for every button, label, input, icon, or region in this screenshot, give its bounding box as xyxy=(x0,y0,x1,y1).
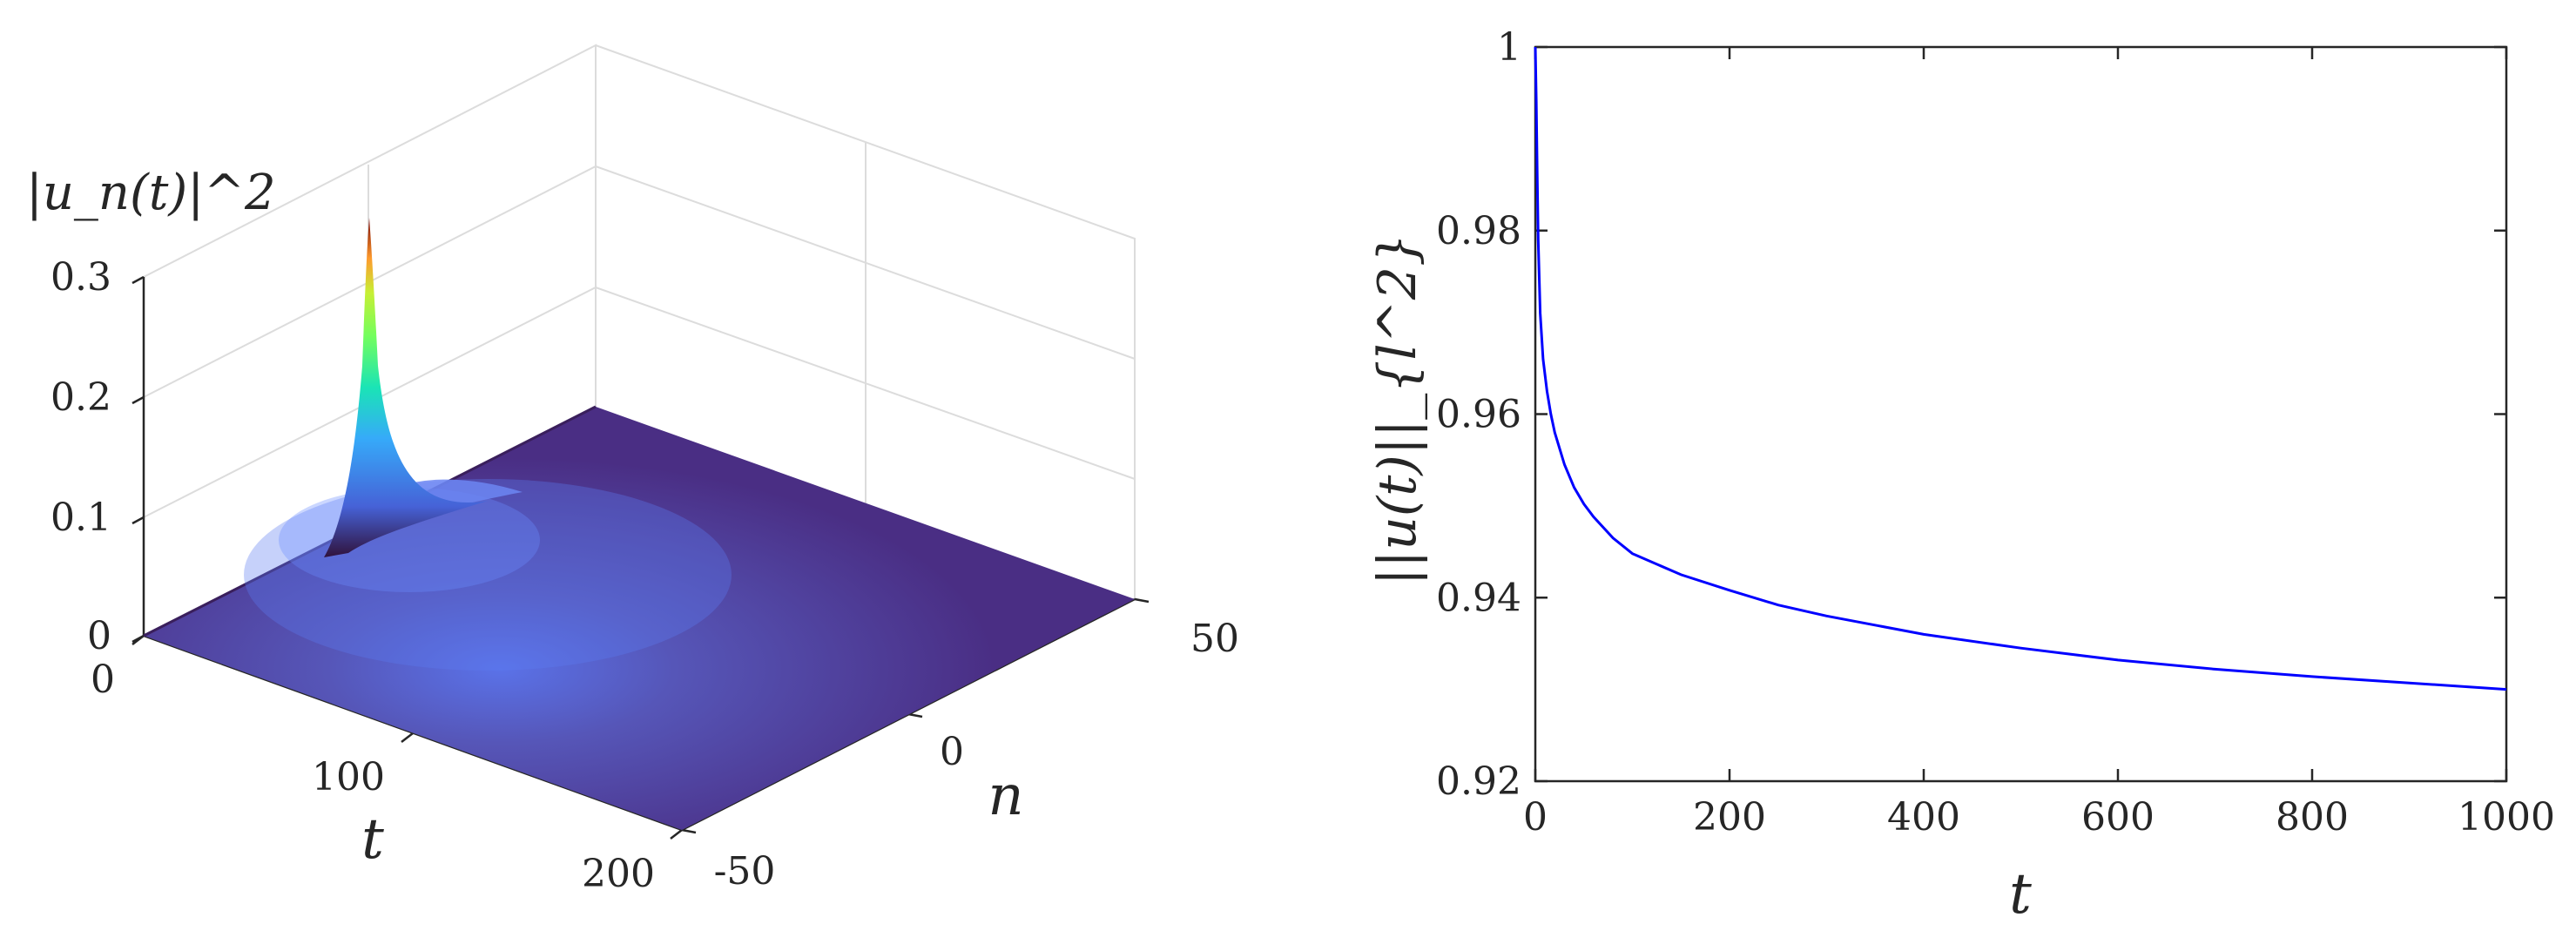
x-axis-label: t xyxy=(2009,862,2032,927)
x-tick-label: 200 xyxy=(1693,795,1766,840)
z-tick-label: 0.1 xyxy=(51,496,111,540)
x-ticks: 0 200 400 600 800 1000 xyxy=(1523,47,2555,840)
z-ticks xyxy=(131,275,145,644)
y-axis-label: ||u(t)||_{l^2} xyxy=(1367,233,1428,585)
surface-peak xyxy=(324,218,488,557)
x-tick-label: 600 xyxy=(2081,795,2155,840)
t-tick-label: 100 xyxy=(312,755,385,799)
y-tick-label: 0.98 xyxy=(1436,209,1521,253)
x-tick-label: 1000 xyxy=(2458,795,2555,840)
t-axis-label: t xyxy=(361,807,384,872)
surface-plot: 0 0.1 0.2 0.3 0 100 200 -50 0 50 |u_n(t)… xyxy=(26,44,1239,896)
t-tick-label: 200 xyxy=(582,852,655,896)
y-ticks: 0.92 0.94 0.96 0.98 1 xyxy=(1436,25,2506,804)
z-tick-label: 0.3 xyxy=(51,255,111,300)
y-tick-label: 1 xyxy=(1497,25,1521,70)
x-tick-label: 0 xyxy=(1523,795,1548,840)
norm-series-line xyxy=(1534,46,2507,691)
z-tick-label: 0.2 xyxy=(51,375,111,420)
line-plot: 0 200 400 600 800 1000 0.92 0.94 0.96 0.98 1 t ||… xyxy=(1367,25,2555,927)
y-tick-label: 0.94 xyxy=(1436,576,1521,620)
n-ticks xyxy=(681,597,1150,834)
plot-frame xyxy=(1534,45,2508,783)
z-tick-label: 0 xyxy=(87,614,111,658)
n-tick-label: -50 xyxy=(714,849,776,894)
n-axis-label: n xyxy=(988,764,1023,828)
n-tick-label: 50 xyxy=(1190,617,1239,661)
x-tick-label: 800 xyxy=(2276,795,2349,840)
t-ticks xyxy=(131,635,683,840)
n-tick-label: 0 xyxy=(940,730,964,774)
z-axis-label: |u_n(t)|^2 xyxy=(26,165,276,221)
y-tick-label: 0.92 xyxy=(1436,759,1521,804)
x-tick-label: 400 xyxy=(1887,795,1960,840)
y-tick-label: 0.96 xyxy=(1436,393,1521,437)
t-tick-label: 0 xyxy=(91,658,115,702)
